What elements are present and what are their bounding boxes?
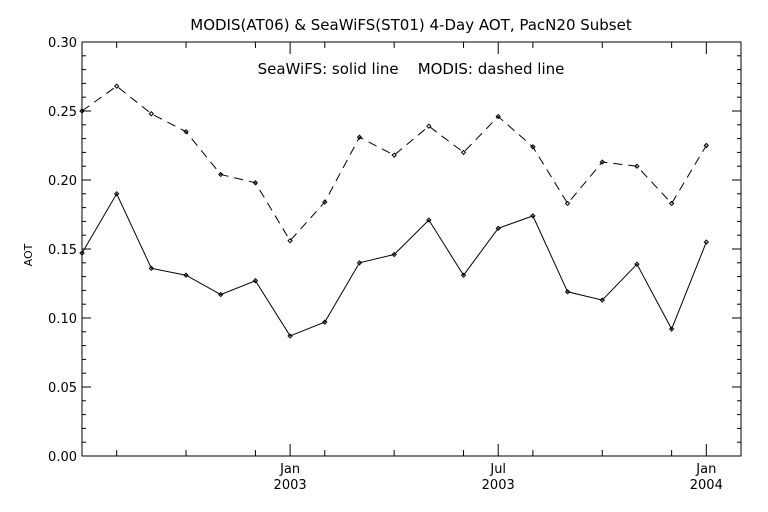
series-point-modis	[148, 111, 155, 117]
series-point-modis	[79, 108, 85, 114]
series-point-seawifs	[668, 326, 675, 332]
series-point-modis	[218, 171, 224, 178]
y-axis: 0.00 0.05 0.10 0.15 0.20 0.25 0.30	[48, 36, 741, 465]
series-point-seawifs	[564, 289, 571, 295]
y-tick-label: 0.15	[48, 243, 77, 258]
plot-frame	[81, 41, 742, 457]
y-tick-label: 0.30	[48, 36, 77, 51]
series-point-modis	[703, 142, 710, 149]
series-point-seawifs	[148, 265, 155, 272]
series-point-seawifs	[460, 272, 467, 278]
series-point-modis	[287, 238, 293, 244]
y-tick-label: 0.00	[48, 450, 77, 465]
y-tick-label: 0.25	[48, 105, 77, 120]
legend-annotation: SeaWiFS: solid line MODIS: dashed line	[258, 60, 565, 78]
series-point-seawifs	[495, 225, 501, 232]
series-point-seawifs	[599, 297, 605, 303]
x-tick-label-year: 2004	[690, 478, 723, 493]
y-axis-label: AOT	[22, 243, 35, 266]
series-point-modis	[322, 199, 328, 205]
series-point-modis	[599, 159, 605, 165]
series-point-modis	[460, 149, 467, 156]
y-tick-label: 0.20	[48, 174, 77, 189]
series-point-modis	[634, 163, 640, 169]
series-point-seawifs	[113, 191, 120, 197]
series-point-modis	[252, 180, 259, 186]
chart-title: MODIS(AT06) & SeaWiFS(ST01) 4-Day AOT, P…	[190, 16, 632, 34]
series-line-seawifs	[81, 192, 707, 337]
series-point-modis	[495, 113, 501, 120]
series-point-seawifs	[287, 333, 293, 339]
x-tick-label-month: Jan	[279, 462, 300, 477]
series-point-modis	[391, 152, 397, 158]
series-point-seawifs	[634, 261, 640, 267]
series-point-seawifs	[79, 250, 85, 256]
series-point-modis	[426, 123, 432, 129]
series-point-seawifs	[252, 278, 259, 284]
series-point-seawifs	[703, 239, 710, 245]
series-point-seawifs	[530, 213, 536, 219]
series-point-seawifs	[426, 217, 432, 223]
x-tick-label-month: Jan	[695, 462, 716, 477]
x-tick-label-year: 2003	[274, 478, 307, 493]
series-point-seawifs	[322, 319, 328, 325]
y-tick-label: 0.05	[48, 381, 77, 396]
series-layer	[79, 83, 710, 339]
series-point-modis	[183, 128, 189, 135]
y-tick-label: 0.10	[48, 312, 77, 327]
x-tick-label-month: Jul	[489, 462, 506, 477]
series-point-seawifs	[356, 260, 363, 266]
series-point-seawifs	[183, 272, 189, 278]
series-point-modis	[113, 83, 120, 89]
series-point-seawifs	[391, 251, 397, 258]
series-point-modis	[356, 134, 363, 140]
series-point-modis	[668, 200, 675, 207]
series-point-modis	[530, 144, 536, 150]
series-point-seawifs	[218, 291, 224, 298]
series-line-modis	[81, 85, 707, 242]
series-point-modis	[564, 200, 571, 207]
x-tick-label-year: 2003	[482, 478, 515, 493]
